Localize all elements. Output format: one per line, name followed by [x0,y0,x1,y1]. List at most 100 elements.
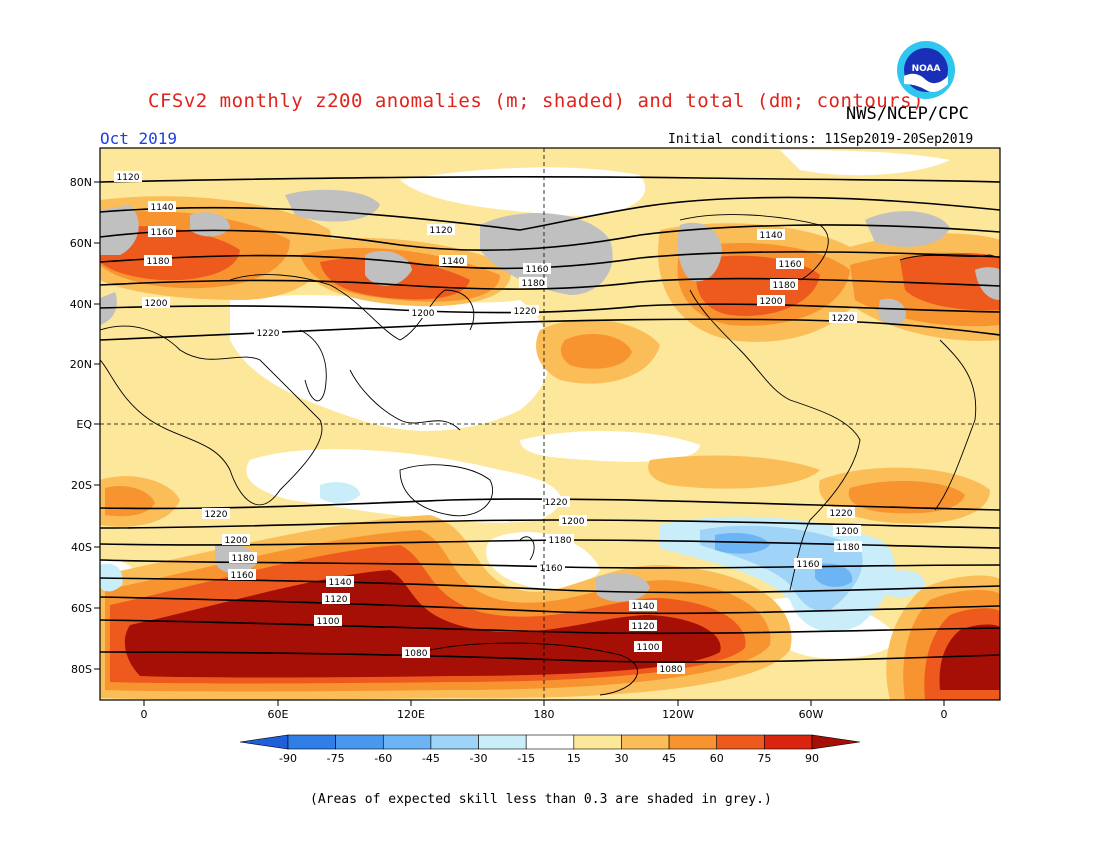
contour-label-bg [559,515,587,526]
colorbar-tick-label: -60 [374,752,392,765]
contour-label-bg [657,663,685,674]
contour-label-bg [142,297,170,308]
contour-labels: 1120 1140 1160 1180 1200 1220 1220 1200 1180 1160… [114,171,862,675]
lon-label-60w: 60W [799,708,824,721]
map-title: CFSv2 monthly z200 anomalies (m; shaded)… [148,90,925,112]
colorbar-bin [716,734,765,750]
contour-label-bg [402,647,430,658]
forecast-month: Oct 2019 [100,129,178,148]
contour-label-bg [757,229,785,240]
contour-label: 1140 [760,231,783,241]
contour-label-bg [322,593,350,604]
lat-label-eq: EQ [76,418,92,431]
lon-label-180: 180 [534,708,555,721]
contour-label: 1080 [660,665,683,675]
lat-label-80n: 80N [70,176,92,189]
noaa-logo-text: NOAA [912,64,941,74]
contour-label: 1160 [231,571,254,581]
contour-label: 1100 [637,643,660,653]
contour-label-bg [229,552,257,563]
reference-lines [100,148,1000,700]
contour-label: 1140 [329,578,352,588]
colorbar-bin [382,734,432,750]
contour-label: 1180 [522,279,545,289]
contour-label-bg [222,534,250,545]
colorbar-arrow-low [239,734,289,750]
contour-label-bg [148,201,176,212]
noaa-logo: NOAA [897,41,955,99]
colorbar-tick-label: -45 [422,752,440,765]
contour-label: 1120 [632,622,655,632]
colorbar-bin [668,734,718,750]
colorbar-tick-label: 30 [614,752,628,765]
contour-label: 1180 [232,554,255,564]
lat-axis: 80N 60N 40N 20N EQ 20S 40S 60S 80S [70,176,100,676]
lon-axis: 0 60E 120E 180 120W 60W 0 [141,700,948,721]
contour-label: 1120 [117,173,140,183]
low-skill-grey [100,189,1000,602]
colorbar-bin [525,734,575,750]
contour-label: 1220 [205,510,228,520]
contour-label: 1180 [147,257,170,267]
contour-label: 1160 [540,564,563,574]
contour-label-bg [427,224,455,235]
lon-label-60e: 60E [268,708,289,721]
contour-label-bg [202,508,230,519]
colorbar-tick-label: -30 [470,752,488,765]
agency-label: NWS/NCEP/CPC [846,104,969,124]
contour-label-bg [776,258,804,269]
contour-label: 1160 [526,265,549,275]
contour-label: 1100 [317,617,340,627]
negative-anomaly-45 [715,533,853,587]
colorbar-tick-label: -75 [327,752,345,765]
contour-label-bg [144,255,172,266]
contour-label-bg [833,525,861,536]
contour-label: 1200 [225,536,248,546]
colorbar-bin [764,734,813,750]
contour-label-bg [794,558,822,569]
contour-label: 1200 [412,309,435,319]
contour-label: 1220 [830,509,853,519]
colorbar-tick-label: -90 [279,752,297,765]
contour-label-bg [511,305,539,316]
colorbar-bin [287,734,336,750]
colorbar-tick-label: 45 [662,752,676,765]
contour-label-bg [629,620,657,631]
contour-label-bg [827,507,855,518]
lat-label-40n: 40N [70,298,92,311]
lon-label-120w: 120W [662,708,694,721]
contour-label-bg [542,496,570,507]
lon-label-120e: 120E [397,708,425,721]
contour-label-bg [439,255,467,266]
initial-conditions: Initial conditions: 11Sep2019-20Sep2019 [668,132,974,147]
colorbar-bin [573,734,622,750]
contour-label: 1140 [632,602,655,612]
lon-label-0-east: 0 [941,708,948,721]
contour-label: 1200 [562,517,585,527]
contour-label-bg [770,279,798,290]
contour-label-bg [634,641,662,652]
contour-label: 1220 [545,498,568,508]
contour-label: 1160 [797,560,820,570]
contour-label-bg [829,312,857,323]
contour-label-bg [314,615,342,626]
contour-label-bg [537,562,565,573]
contour-label: 1180 [837,543,860,553]
contour-label: 1220 [514,307,537,317]
contour-label-bg [409,307,437,318]
contour-label: 1160 [779,260,802,270]
contour-label: 1140 [442,257,465,267]
contour-label-bg [546,534,574,545]
contour-label-bg [148,226,176,237]
contour-label-bg [757,295,785,306]
contour-label-bg [228,569,256,580]
contour-label-bg [834,541,862,552]
colorbar-bin [430,734,479,750]
contour-label-bg [629,600,657,611]
contour-label: 1120 [325,595,348,605]
contour-label: 1140 [151,203,174,213]
contour-label-bg [114,171,142,182]
contour-label: 1200 [836,527,859,537]
contour-label: 1220 [832,314,855,324]
